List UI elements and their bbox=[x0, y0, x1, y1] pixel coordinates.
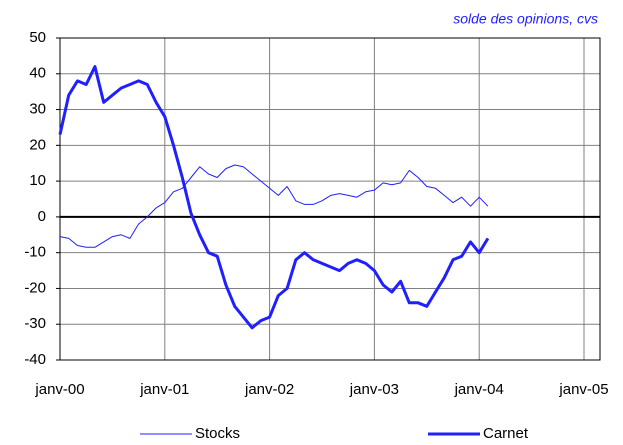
plot-frame bbox=[59, 37, 601, 361]
line-series bbox=[58, 65, 490, 330]
x-tick-label: janv-03 bbox=[349, 381, 399, 398]
y-tick-label: -20 bbox=[24, 279, 46, 296]
chart-subtitle: solde des opinions, cvs bbox=[453, 11, 598, 27]
line-series bbox=[59, 164, 489, 248]
y-tick-label: 30 bbox=[29, 101, 46, 118]
legend-label: Carnet bbox=[483, 425, 529, 442]
y-tick-label: 50 bbox=[29, 29, 46, 46]
y-tick-label: 0 bbox=[38, 208, 46, 225]
x-tick-label: janv-00 bbox=[34, 381, 84, 398]
y-tick-label: 40 bbox=[29, 65, 46, 82]
x-tick-label: janv-01 bbox=[139, 381, 189, 398]
x-tick-label: janv-04 bbox=[454, 381, 504, 398]
x-tick-label: janv-05 bbox=[558, 381, 608, 398]
y-tick-label: -10 bbox=[24, 244, 46, 261]
x-tick-label: janv-02 bbox=[244, 381, 294, 398]
legend-label: Stocks bbox=[195, 425, 240, 442]
y-tick-label: 10 bbox=[29, 172, 46, 189]
y-tick-label: 20 bbox=[29, 136, 46, 153]
y-tick-label: -40 bbox=[24, 351, 46, 368]
y-tick-label: -30 bbox=[24, 315, 46, 332]
